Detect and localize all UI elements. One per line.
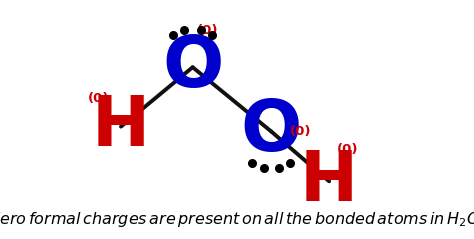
Text: H: H — [300, 148, 358, 215]
Text: H: H — [92, 93, 150, 160]
Text: O: O — [240, 97, 302, 166]
Text: (0): (0) — [197, 24, 219, 37]
Text: (0): (0) — [88, 92, 109, 105]
Text: O: O — [162, 33, 223, 102]
Text: $\it{Zero\/formal\/charges\/are\/present\/on\/all\/the\/bonded\/atoms\/in\/}$$H_: $\it{Zero\/formal\/charges\/are\/present… — [0, 210, 474, 229]
Text: (0): (0) — [290, 125, 311, 138]
Text: (0): (0) — [337, 143, 359, 156]
